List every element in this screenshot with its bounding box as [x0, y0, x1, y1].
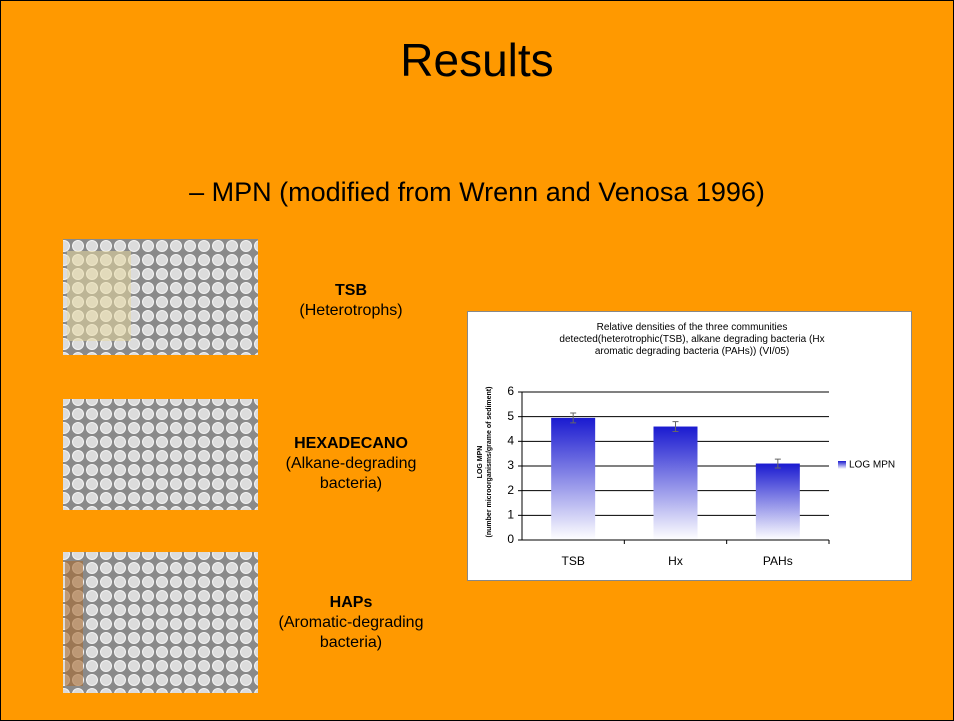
bar	[654, 427, 698, 540]
x-tick-label: PAHs	[763, 554, 793, 568]
y-tick-label: 5	[507, 409, 514, 423]
y-tick-label: 2	[507, 483, 514, 497]
photo-tint	[67, 251, 131, 341]
bar	[756, 464, 800, 540]
panel-label: TSB(Heterotrophs)	[261, 281, 441, 321]
y-tick-label: 6	[507, 384, 514, 398]
bar	[551, 418, 595, 540]
panel-desc: (Heterotrophs)	[299, 302, 402, 319]
y-tick-label: 4	[507, 434, 514, 448]
photo	[63, 552, 258, 693]
photo	[63, 399, 258, 510]
panel-name: HEXADECANO	[261, 434, 441, 454]
panel-label: HEXADECANO(Alkane-degrading bacteria)	[261, 434, 441, 494]
legend-swatch	[838, 461, 846, 469]
chart: Relative densities of the three communit…	[467, 311, 912, 581]
y-tick-label: 3	[507, 458, 514, 472]
y-tick-label: 0	[507, 532, 514, 546]
photo-tint	[65, 561, 83, 686]
y-label-sub: (number microorganisms/grame of sediment…	[486, 387, 493, 538]
legend-label: LOG MPN	[849, 460, 895, 471]
panel-desc: (Aromatic-degrading bacteria)	[279, 614, 424, 651]
x-tick-label: Hx	[668, 554, 683, 568]
y-label: LOG MPN	[477, 446, 484, 479]
y-tick-label: 1	[507, 508, 514, 522]
panel-desc: (Alkane-degrading bacteria)	[286, 455, 417, 492]
chart-title: Relative densities of the three communit…	[542, 322, 842, 358]
panel-name: TSB	[261, 281, 441, 301]
panel-name: HAPs	[251, 593, 451, 613]
slide: Results – MPN (modified from Wrenn and V…	[0, 0, 954, 721]
panel-label: HAPs(Aromatic-degrading bacteria)	[251, 593, 451, 653]
x-tick-label: TSB	[561, 554, 584, 568]
